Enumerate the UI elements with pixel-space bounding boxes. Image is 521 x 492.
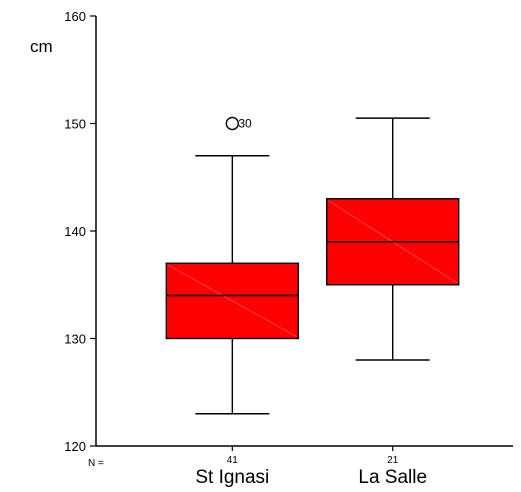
category-label: St Ignasi: [195, 467, 269, 488]
n-value-label: 21: [387, 455, 399, 466]
y-tick-label: 130: [64, 332, 86, 347]
n-value-label: 41: [227, 455, 239, 466]
axes: [90, 15, 513, 451]
box-sheen: [168, 264, 297, 337]
y-tick-label: 120: [64, 439, 86, 454]
outlier-label: 30: [238, 117, 252, 131]
y-tick-label: 160: [64, 9, 86, 24]
n-prefix-label: N =: [88, 458, 104, 469]
category-label: La Salle: [358, 467, 427, 488]
y-axis-label: cm: [30, 37, 53, 56]
y-tick-label: 140: [64, 224, 86, 239]
boxes: [165, 116, 460, 415]
y-tick-label: 150: [64, 117, 86, 132]
outlier-point: [225, 116, 240, 131]
